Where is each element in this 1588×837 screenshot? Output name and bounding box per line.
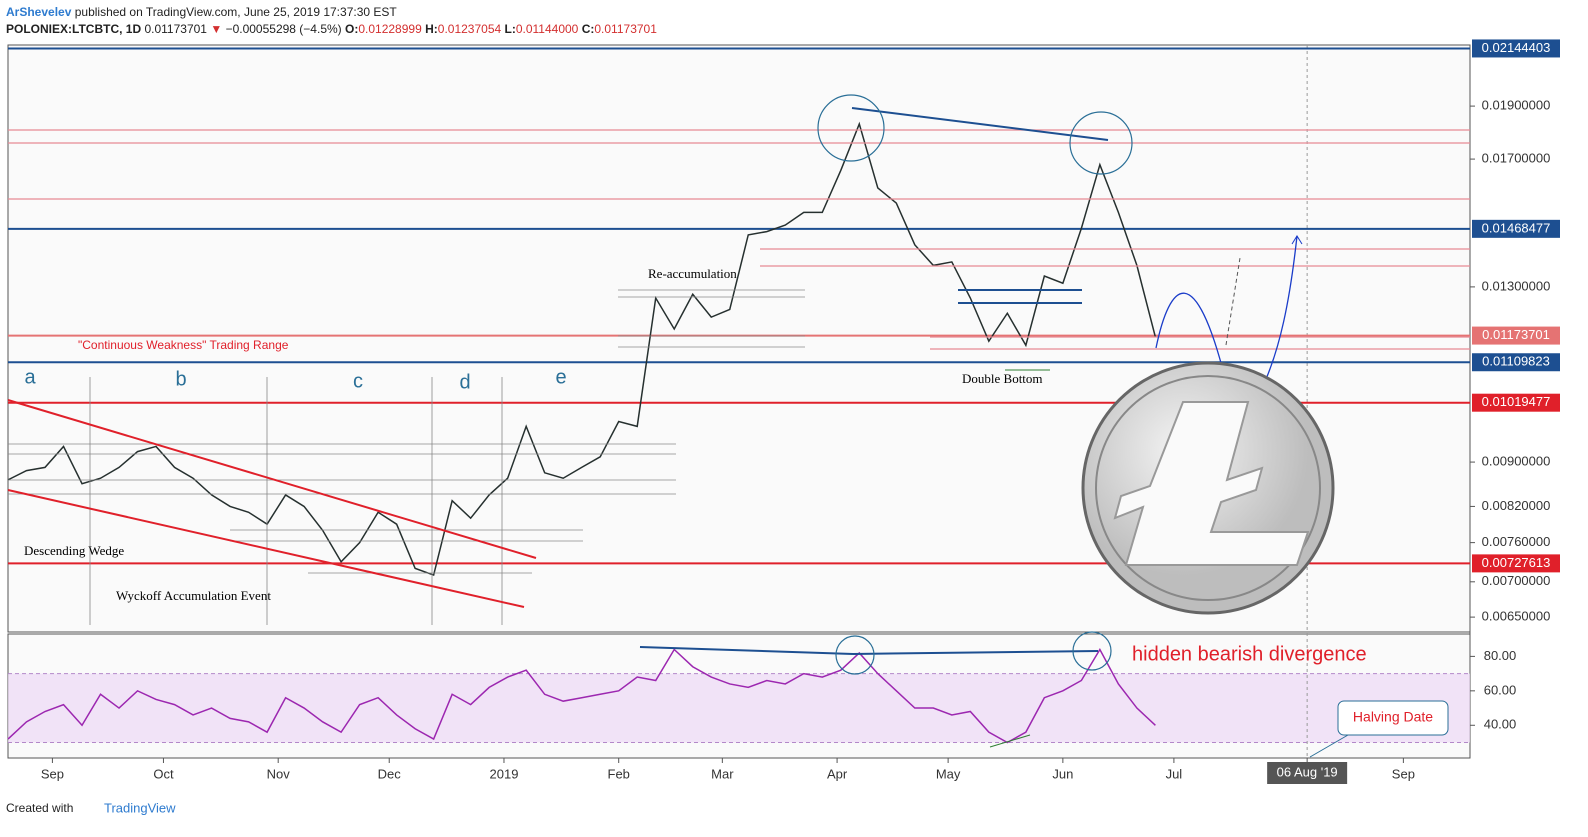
annotation: Descending Wedge — [24, 543, 124, 558]
level-label-box — [1472, 39, 1560, 58]
change: −0.00055298 (−4.5%) — [225, 22, 342, 36]
rsi-band — [8, 673, 1470, 743]
close: 0.01173701 — [594, 22, 657, 36]
arrow: ▼ — [210, 22, 223, 36]
annotations: a b c d e Descending Wedge Wyckoff Accum… — [24, 266, 1433, 725]
header: ArShevelev published on TradingView.com,… — [6, 4, 657, 38]
level-label: 0.00727613 — [1482, 555, 1551, 570]
callout — [1337, 700, 1449, 736]
l-label: L: — [504, 22, 516, 36]
y-tick-label: 40.00 — [1484, 717, 1517, 732]
y-tick-label: 60.00 — [1484, 682, 1517, 697]
x-tick-label: Dec — [378, 766, 402, 781]
level-label: 0.01109823 — [1482, 354, 1550, 369]
y-tick-label: 0.00760000 — [1482, 534, 1551, 549]
annotation: a — [24, 366, 36, 388]
open: 0.01228999 — [358, 22, 422, 36]
trendlines — [639, 107, 1109, 655]
x-tick-label: Sep — [41, 766, 64, 781]
y-tick-label: 0.01900000 — [1482, 98, 1551, 113]
level-label: 0.01468477 — [1482, 220, 1551, 235]
symbol: POLONIEX:LTCBTC, 1D — [6, 22, 142, 36]
x-tick-label: Apr — [827, 766, 848, 781]
rsi-mark — [989, 734, 1031, 748]
rsi-line — [7, 647, 1156, 744]
level-label-box — [1472, 353, 1560, 372]
ohlc-line: POLONIEX:LTCBTC, 1D 0.01173701 ▼ −0.0005… — [6, 21, 657, 38]
level-label: 0.01173701 — [1482, 327, 1550, 342]
level-label-box — [1472, 326, 1560, 345]
arrowhead — [1291, 235, 1303, 245]
footer-brand[interactable]: TradingView — [104, 800, 176, 815]
y-tick-label: 80.00 — [1484, 648, 1517, 663]
x-tick-label: Nov — [267, 766, 291, 781]
dashed-arrow — [1225, 257, 1241, 346]
o-label: O: — [345, 22, 359, 36]
x-tick-label: Mar — [711, 766, 734, 781]
pink-levels — [8, 129, 1470, 350]
y-tick-label: 0.00900000 — [1482, 454, 1551, 469]
level-label-box — [1472, 219, 1560, 238]
annotation: e — [555, 366, 566, 388]
annotation: Halving Date — [1353, 709, 1433, 725]
price-line — [7, 121, 1157, 577]
x-tick-label: Oct — [153, 766, 174, 781]
x-tick-label: Jul — [1166, 766, 1183, 781]
footer-text: Created with — [6, 801, 73, 815]
y-tick-label: 0.00700000 — [1482, 573, 1551, 588]
projection — [1155, 235, 1298, 389]
y-tick-label: 0.00650000 — [1482, 609, 1551, 624]
annotation: Double Bottom — [962, 371, 1043, 386]
level-label: 0.01019477 — [1482, 394, 1551, 409]
drawings — [7, 94, 1470, 748]
x-tick-label: 2019 — [490, 766, 519, 781]
litecoin-logo — [1081, 361, 1335, 615]
x-marker-box — [1267, 762, 1348, 784]
callout-pointer — [1309, 734, 1349, 758]
annotation: Wyckoff Accumulation Event — [116, 588, 271, 603]
x-tick-label: Jun — [1052, 766, 1073, 781]
h-label: H: — [425, 22, 438, 36]
x-tick-label: Sep — [1392, 766, 1415, 781]
low: 0.01144000 — [515, 22, 579, 36]
annotation: d — [459, 371, 470, 393]
annotation: "Continuous Weakness" Trading Range — [78, 338, 289, 352]
level-label: 0.02144403 — [1482, 40, 1551, 55]
y-tick-label: 0.00820000 — [1482, 498, 1551, 513]
x-tick-label: 06 Aug '19 — [1277, 764, 1338, 779]
annotation: Re-accumulation — [648, 266, 737, 281]
high: 0.01237054 — [437, 22, 502, 36]
published: published on TradingView.com, June 25, 2… — [74, 5, 397, 19]
wedge — [7, 399, 537, 608]
level-label-box — [1472, 554, 1560, 573]
annotation: b — [175, 368, 186, 390]
x-tick-label: Feb — [608, 766, 630, 781]
level-label-box — [1472, 393, 1560, 412]
y-tick-label: 0.01700000 — [1482, 151, 1551, 166]
circles — [817, 94, 1133, 675]
author[interactable]: ArShevelev — [6, 5, 72, 19]
range-lines — [8, 289, 805, 625]
y-tick-label: 0.01300000 — [1482, 278, 1551, 293]
publish-line: ArShevelev published on TradingView.com,… — [6, 4, 657, 21]
last: 0.01173701 — [144, 22, 207, 36]
annotation: c — [353, 370, 363, 392]
annotation: hidden bearish divergence — [1132, 643, 1367, 665]
c-label: C: — [581, 22, 595, 36]
x-tick-label: May — [936, 766, 961, 781]
